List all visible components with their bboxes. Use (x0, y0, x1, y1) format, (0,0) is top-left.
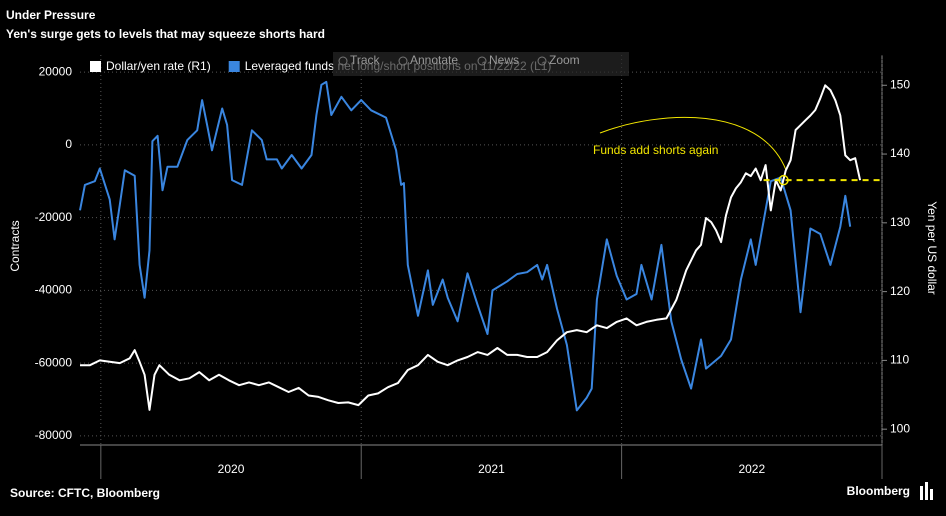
x-tick-label: 2021 (478, 462, 505, 476)
y-tick-label: 20000 (39, 64, 73, 78)
legend-swatch (228, 61, 240, 72)
y-tick-label: -60000 (35, 355, 73, 369)
series-line (80, 84, 862, 411)
legend-label: Dollar/yen rate (R1) (106, 59, 211, 73)
toolbar-icon (398, 56, 408, 66)
brand-icon (920, 482, 933, 500)
y-tick-label: -80000 (35, 428, 73, 442)
y2-tick-label: 110 (890, 353, 909, 367)
toolbar-button[interactable]: Track (350, 53, 381, 67)
toolbar-button[interactable]: Annotate (410, 53, 458, 67)
source: Source: CFTC, Bloomberg (10, 486, 160, 500)
y-axis-label: Contracts (8, 220, 22, 271)
y-tick-label: 0 (65, 137, 72, 151)
chart-subtitle: Yen's surge gets to levels that may sque… (6, 27, 325, 41)
x-tick-label: 2022 (738, 462, 765, 476)
y2-axis-label: Yen per US dollar (925, 201, 939, 295)
toolbar (333, 52, 629, 76)
brand: Bloomberg (847, 484, 910, 498)
toolbar-icon (338, 56, 348, 66)
y-tick-label: -20000 (35, 210, 73, 224)
y2-tick-label: 120 (890, 284, 910, 298)
y2-tick-label: 100 (890, 421, 910, 435)
toolbar-icon (537, 56, 547, 66)
reference-marker (778, 174, 789, 186)
annotation: Funds add shorts again (593, 143, 718, 157)
toolbar-button[interactable]: News (489, 53, 519, 67)
y-tick-label: -40000 (35, 283, 73, 297)
toolbar-button[interactable]: Zoom (549, 53, 580, 67)
y2-tick-label: 140 (890, 146, 910, 160)
series-line (79, 80, 852, 412)
x-tick-label: 2020 (218, 462, 245, 476)
toolbar-icon (477, 56, 487, 66)
legend-swatch (90, 61, 101, 72)
y2-tick-label: 130 (890, 215, 910, 229)
annotation-arrow (599, 116, 787, 171)
y2-tick-label: 150 (890, 77, 910, 91)
chart-title: Under Pressure (6, 8, 96, 22)
